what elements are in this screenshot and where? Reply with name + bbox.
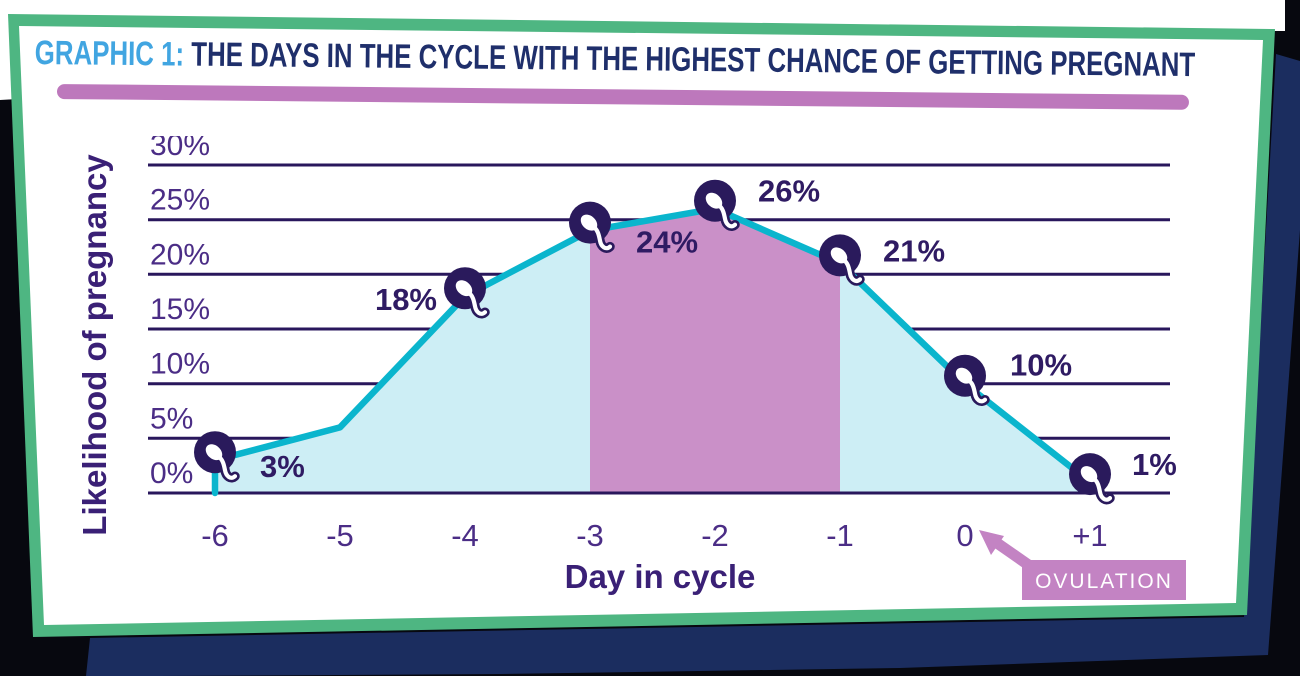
y-tick-label: 30% xyxy=(150,136,210,162)
sperm-icon-tail xyxy=(590,224,613,251)
data-point-marker xyxy=(569,201,615,253)
sperm-icon-tail xyxy=(215,454,238,480)
x-axis-title: Day in cycle xyxy=(565,558,756,595)
sperm-icon-tail xyxy=(715,202,738,229)
x-tick-label: -4 xyxy=(451,518,479,553)
sperm-icon-head xyxy=(705,192,723,209)
y-tick-label: 15% xyxy=(150,293,210,326)
data-point-marker xyxy=(194,431,240,483)
data-point-marker xyxy=(444,267,490,319)
sperm-icon-head xyxy=(1080,466,1098,483)
sperm-icon-head xyxy=(830,247,848,264)
data-point-label: 3% xyxy=(260,449,305,484)
data-point-label: 18% xyxy=(375,282,437,317)
x-tick-label: -2 xyxy=(701,518,729,553)
data-point-marker xyxy=(944,354,990,407)
ovulation-label: OVULATION xyxy=(1035,570,1173,593)
y-tick-label: 20% xyxy=(150,238,210,271)
sperm-icon-tail xyxy=(840,257,863,284)
data-point-label: 21% xyxy=(883,233,945,268)
y-tick-label: 25% xyxy=(150,184,210,217)
ovulation-badge xyxy=(1022,560,1186,600)
x-tick-label: -1 xyxy=(826,518,854,553)
data-point-label: 10% xyxy=(1010,348,1072,383)
sperm-icon-head xyxy=(205,444,223,461)
y-tick-label: 5% xyxy=(150,402,193,435)
ovulation-arrowhead-icon xyxy=(979,530,1004,555)
data-point-label: 1% xyxy=(1132,447,1177,482)
pregnancy-likelihood-chart: 0% 5% 10% 15% 20% 25% 30% 3% 18% 24% 26% 21% 10% 1% -6… xyxy=(148,136,1186,600)
x-tick-label: -6 xyxy=(201,518,229,553)
data-point-marker xyxy=(1069,453,1115,505)
x-tick-label: -5 xyxy=(326,518,354,553)
y-axis-title: Likelihood of pregnancy xyxy=(76,154,113,536)
data-point-label: 24% xyxy=(636,225,698,260)
data-point-label: 26% xyxy=(758,174,820,209)
highlight-region xyxy=(590,208,840,493)
y-tick-label: 0% xyxy=(150,457,193,490)
x-tick-label: 0 xyxy=(956,518,973,553)
sperm-icon-head xyxy=(580,214,598,231)
data-point-marker xyxy=(819,234,865,286)
sperm-icon-tail xyxy=(965,377,988,404)
sperm-icon-head xyxy=(455,280,473,297)
data-point-marker xyxy=(694,179,740,232)
sperm-icon-tail xyxy=(1090,476,1113,502)
sperm-icon-head xyxy=(955,367,973,384)
sperm-icon-tail xyxy=(465,290,488,316)
x-tick-label: +1 xyxy=(1072,518,1107,553)
graphic-number-label: GRAPHIC 1: xyxy=(34,34,185,74)
x-tick-label: -3 xyxy=(576,518,604,553)
y-tick-label: 10% xyxy=(150,348,210,381)
